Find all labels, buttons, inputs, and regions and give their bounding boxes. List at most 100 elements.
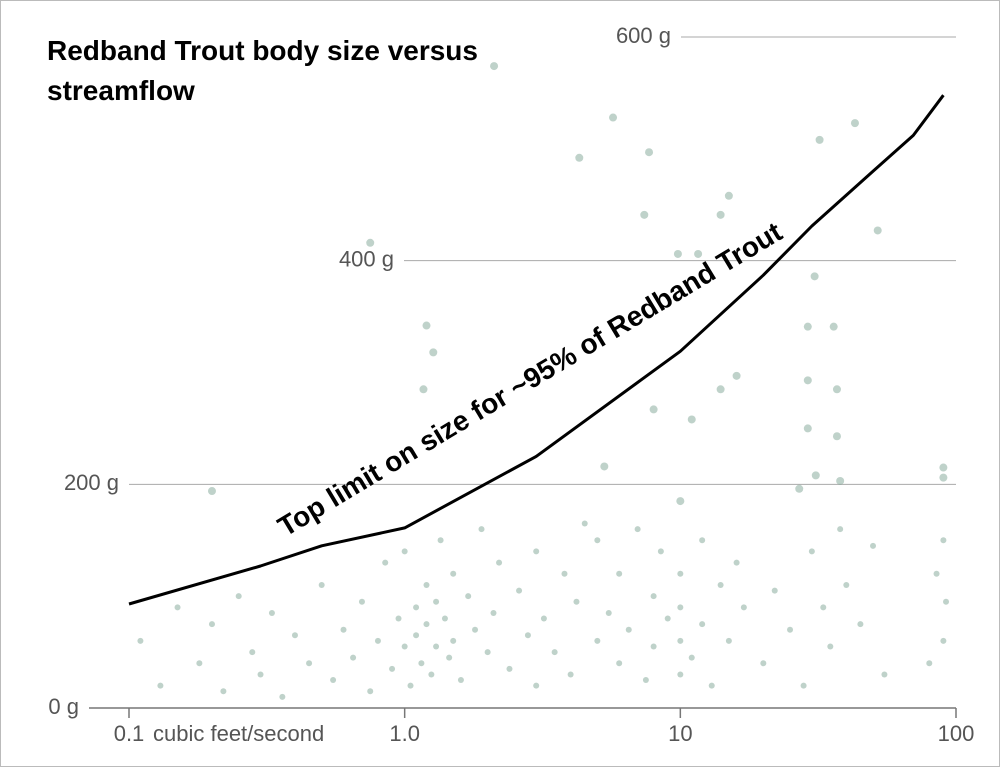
point [575,153,584,162]
point [196,660,203,667]
point [433,643,440,650]
point [358,598,365,605]
point [401,643,408,650]
point [677,604,684,611]
point [428,671,435,678]
point [609,113,618,122]
point [837,526,844,533]
point [551,649,558,656]
point [490,609,497,616]
limit-curve [128,94,945,606]
point [687,415,696,424]
point [881,671,888,678]
point [413,632,420,639]
point [429,348,438,357]
point [803,322,812,331]
point [634,526,641,533]
chart-title: Redband Trout body size versus streamflo… [47,35,478,106]
point [306,660,313,667]
point [407,682,414,689]
point [441,615,448,622]
point [382,559,389,566]
point [815,135,824,144]
point [490,62,499,71]
point [857,621,864,628]
x-tick-label: 100 [938,721,975,746]
point [795,484,804,493]
point [645,148,654,157]
point [708,682,715,689]
point [419,385,428,394]
point [800,682,807,689]
point [422,321,431,330]
point [649,405,658,414]
point [843,581,850,588]
point [208,621,215,628]
point [472,626,479,633]
point [350,654,357,661]
point [616,660,623,667]
point [395,615,402,622]
point [573,598,580,605]
point [676,497,685,506]
point [803,424,812,433]
point [771,587,778,594]
point [257,671,264,678]
point [423,581,430,588]
point [524,632,531,639]
point [268,609,275,616]
point [939,463,948,472]
point [650,643,657,650]
point [677,671,684,678]
point [516,587,523,594]
point [423,621,430,628]
point [433,598,440,605]
point [650,593,657,600]
point [616,570,623,577]
point [496,559,503,566]
point [732,371,741,380]
point [850,119,859,128]
point [157,682,164,689]
point [717,581,724,588]
point [220,688,227,695]
point [933,570,940,577]
point [699,537,706,544]
x-tick-label: 0.1 [114,721,145,746]
point [829,322,838,331]
point [279,693,286,700]
point [581,520,588,527]
point [832,432,841,441]
point [939,473,948,482]
point [688,654,695,661]
point [249,649,256,656]
point [740,604,747,611]
point [506,665,513,672]
point [207,487,216,496]
point [733,559,740,566]
point [389,665,396,672]
y-tick-label: 600 g [616,23,671,48]
point [605,609,612,616]
point [836,476,845,485]
point [567,671,574,678]
point [716,385,725,394]
point [677,570,684,577]
point [625,626,632,633]
y-tick-label: 200 g [64,470,119,495]
point [926,660,933,667]
x-tick-label: 1.0 [389,721,420,746]
point [561,570,568,577]
point [465,593,472,600]
point [413,604,420,611]
point [808,548,815,555]
y-tick-label: 0 g [48,694,79,719]
point [940,537,947,544]
point [137,637,144,644]
x-tick-label: 10 [668,721,692,746]
point [640,210,649,219]
point [374,637,381,644]
point [594,637,601,644]
